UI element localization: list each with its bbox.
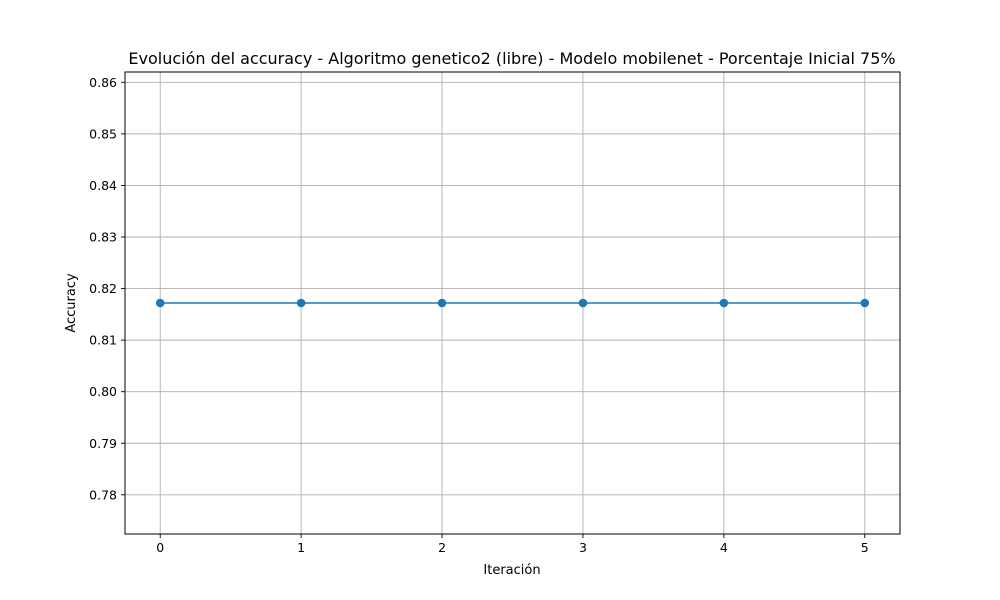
data-point xyxy=(296,298,306,308)
data-point xyxy=(719,298,729,308)
x-tick-label: 0 xyxy=(156,540,164,555)
y-tick-label: 0.83 xyxy=(89,230,117,245)
y-tick-label: 0.82 xyxy=(89,281,117,296)
x-tick-label: 4 xyxy=(720,540,728,555)
data-point xyxy=(860,298,870,308)
y-tick-label: 0.86 xyxy=(89,75,117,90)
x-tick-label: 1 xyxy=(297,540,305,555)
ticks: 0 1 2 3 4 5 0.78 0.79 0.80 0.81 0.82 0.83 0.84 0.85 0.… xyxy=(89,75,869,555)
x-axis-label: Iteración xyxy=(483,563,540,578)
plot-area-frame xyxy=(124,71,901,535)
y-tick-label: 0.80 xyxy=(89,384,117,399)
chart-title: Evolución del accuracy - Algoritmo genet… xyxy=(128,49,895,68)
data-point xyxy=(155,298,165,308)
x-tick-label: 3 xyxy=(579,540,587,555)
y-axis-label: Accuracy xyxy=(64,273,79,333)
x-tick-label: 5 xyxy=(861,540,869,555)
series-layer xyxy=(155,298,870,308)
y-tick-label: 0.85 xyxy=(89,126,117,141)
y-tick-label: 0.84 xyxy=(89,178,117,193)
data-point xyxy=(437,298,447,308)
y-tick-label: 0.79 xyxy=(89,436,117,451)
y-tick-label: 0.78 xyxy=(89,487,117,502)
x-tick-label: 2 xyxy=(438,540,446,555)
data-point xyxy=(578,298,588,308)
y-tick-label: 0.81 xyxy=(89,333,117,348)
